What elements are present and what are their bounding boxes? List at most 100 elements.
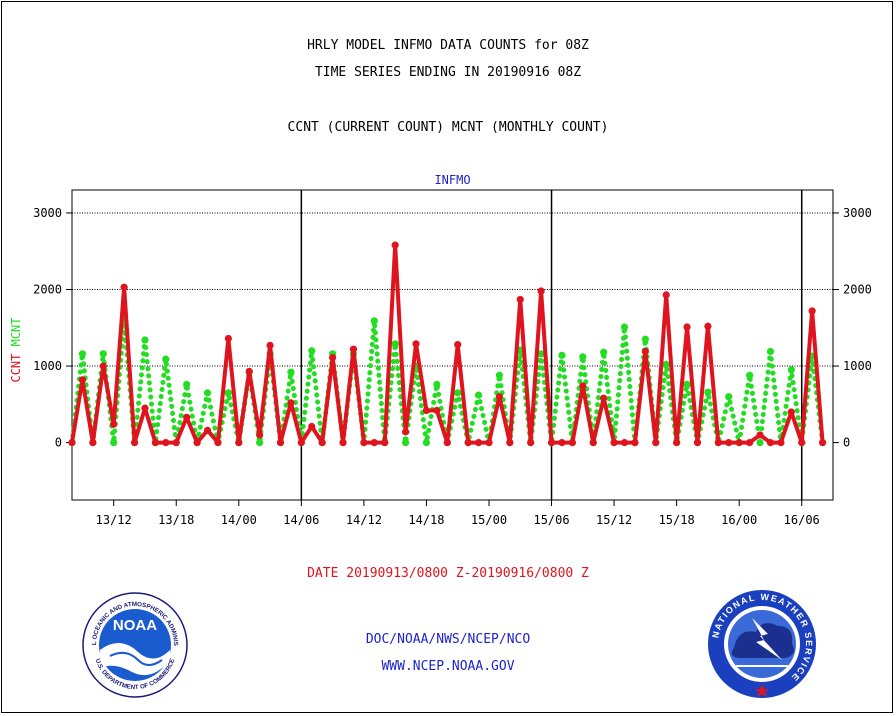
x-tick-label-4: 14/12 — [346, 513, 382, 527]
point-ccnt-8 — [151, 438, 159, 447]
point-ccnt-63 — [725, 438, 733, 447]
point-ccnt-22 — [297, 438, 305, 447]
point-ccnt-68 — [777, 438, 785, 447]
y-tick-label-left-0: 0 — [55, 436, 62, 450]
point-mcnt-66 — [756, 438, 764, 447]
point-ccnt-19 — [266, 341, 274, 349]
point-ccnt-60 — [693, 438, 702, 447]
point-ccnt-49 — [579, 382, 587, 390]
point-ccnt-6 — [130, 438, 139, 447]
point-mcnt-67 — [766, 347, 775, 356]
point-ccnt-47 — [558, 438, 566, 447]
x-tick-label-0: 13/12 — [96, 513, 132, 527]
title-line-2: TIME SERIES ENDING IN 20190916 08Z — [314, 65, 582, 80]
point-ccnt-30 — [381, 438, 389, 447]
point-ccnt-4 — [110, 420, 118, 428]
point-mcnt-31 — [391, 340, 399, 348]
point-mcnt-29 — [370, 317, 378, 325]
point-ccnt-28 — [360, 438, 368, 447]
point-ccnt-72 — [818, 438, 827, 447]
noaa-label: NOAA — [113, 617, 157, 634]
point-mcnt-45 — [537, 350, 545, 358]
point-ccnt-58 — [673, 438, 681, 447]
point-ccnt-33 — [412, 340, 420, 348]
plot-frame — [71, 189, 834, 501]
y-tick-label-right-3000: 3000 — [843, 206, 872, 220]
point-mcnt-57 — [662, 360, 670, 369]
point-ccnt-65 — [746, 438, 754, 447]
site-url[interactable]: WWW.NCEP.NOAA.GOV — [381, 659, 515, 674]
point-ccnt-52 — [610, 438, 618, 447]
point-ccnt-71 — [808, 307, 816, 315]
point-mcnt-34 — [422, 438, 431, 447]
x-tick-label-11: 16/06 — [784, 513, 820, 527]
point-mcnt-7 — [141, 336, 149, 344]
x-tick-label-8: 15/12 — [596, 513, 632, 527]
point-ccnt-57 — [662, 291, 670, 299]
point-ccnt-53 — [620, 438, 629, 447]
point-ccnt-41 — [495, 393, 504, 401]
point-ccnt-42 — [506, 438, 514, 447]
point-mcnt-41 — [495, 371, 504, 379]
date-range: DATE 20190913/0800 Z-20190916/0800 Z — [307, 566, 589, 581]
x-tick-label-6: 15/00 — [471, 513, 507, 527]
point-ccnt-40 — [485, 438, 493, 447]
point-ccnt-69 — [787, 408, 795, 416]
x-tick-label-2: 14/00 — [221, 513, 257, 527]
point-ccnt-54 — [631, 438, 639, 447]
point-ccnt-5 — [120, 283, 128, 291]
point-mcnt-63 — [725, 393, 733, 401]
point-ccnt-18 — [256, 431, 264, 439]
point-mcnt-4 — [110, 438, 118, 447]
point-ccnt-25 — [329, 354, 337, 362]
point-ccnt-43 — [516, 295, 524, 304]
point-ccnt-14 — [214, 438, 222, 447]
y-tick-label-left-2000: 2000 — [33, 283, 62, 297]
chart-title: INFMO — [434, 173, 470, 187]
point-ccnt-31 — [391, 241, 399, 249]
point-ccnt-1 — [78, 376, 87, 384]
point-mcnt-23 — [308, 347, 316, 355]
y-axis-label: CCNT MCNT — [9, 317, 23, 382]
point-ccnt-59 — [683, 323, 691, 331]
ylabel-mcnt: MCNT — [9, 317, 23, 346]
point-mcnt-49 — [579, 353, 587, 361]
point-ccnt-44 — [527, 438, 535, 447]
nws-logo: NATIONAL WEATHER SERVICE — [708, 590, 816, 698]
point-ccnt-7 — [141, 404, 149, 412]
series-line-ccnt — [70, 243, 825, 445]
point-ccnt-37 — [454, 341, 462, 349]
noaa-logo: NOAA NATIONAL OCEANIC AND ATMOSPHERIC AD… — [80, 590, 188, 698]
point-mcnt-9 — [162, 355, 170, 363]
point-ccnt-38 — [464, 438, 472, 447]
point-ccnt-51 — [600, 394, 608, 402]
point-ccnt-2 — [89, 438, 97, 447]
point-ccnt-9 — [162, 438, 170, 447]
point-ccnt-50 — [589, 438, 597, 447]
y-tick-label-left-1000: 1000 — [33, 359, 62, 373]
point-mcnt-39 — [474, 391, 483, 399]
point-mcnt-59 — [683, 380, 691, 389]
point-ccnt-32 — [401, 428, 410, 436]
point-mcnt-32 — [401, 438, 410, 447]
point-ccnt-20 — [276, 438, 285, 447]
x-tick-label-7: 15/06 — [533, 513, 569, 527]
x-tick-label-9: 15/18 — [659, 513, 695, 527]
y-tick-label-right-0: 0 — [843, 436, 850, 450]
x-tick-label-1: 13/18 — [158, 513, 194, 527]
point-ccnt-56 — [652, 438, 660, 447]
point-ccnt-29 — [370, 438, 378, 447]
title-line-3: CCNT (CURRENT COUNT) MCNT (MONTHLY COUNT… — [287, 120, 609, 135]
point-mcnt-1 — [78, 350, 87, 358]
x-tick-label-5: 14/18 — [408, 513, 444, 527]
point-ccnt-55 — [641, 347, 649, 356]
point-ccnt-23 — [308, 422, 316, 431]
point-ccnt-46 — [547, 438, 556, 447]
title-line-1: HRLY MODEL INFMO DATA COUNTS for 08Z — [307, 38, 589, 53]
point-ccnt-34 — [422, 406, 431, 415]
point-ccnt-66 — [756, 431, 764, 439]
point-ccnt-67 — [766, 438, 775, 447]
point-ccnt-15 — [224, 334, 232, 343]
point-ccnt-62 — [714, 438, 722, 447]
